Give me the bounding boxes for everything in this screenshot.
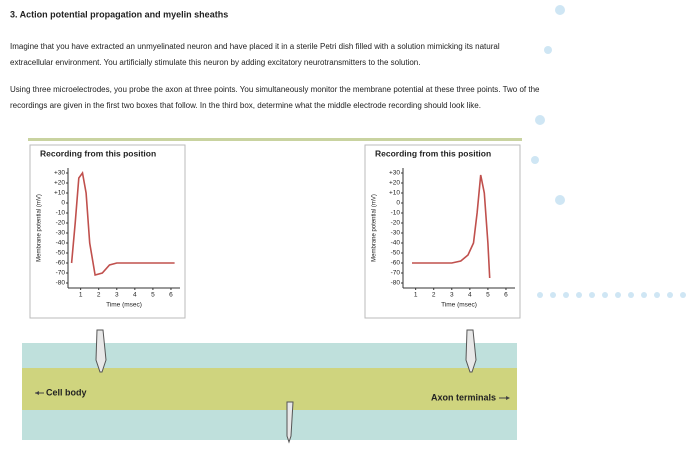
y-tick-label: -50 — [56, 250, 66, 257]
divider — [28, 138, 522, 141]
chart: Recording from this position +30 +20 +10 0 -1… — [364, 144, 521, 319]
x-tick-label: 6 — [169, 292, 173, 299]
y-tick-label: +30 — [389, 170, 400, 177]
y-tick-label: -60 — [391, 260, 401, 267]
x-axis-label: Time (msec) — [106, 302, 142, 309]
y-tick-label: -20 — [391, 220, 401, 227]
x-tick-label: 2 — [97, 292, 101, 299]
paragraph-line: Imagine that you have extracted an unmye… — [10, 42, 500, 51]
x-tick-label: 3 — [450, 292, 454, 299]
paragraph-line: recordings are given in the first two bo… — [10, 101, 481, 110]
decoration — [531, 5, 686, 298]
y-tick-label: -70 — [391, 270, 401, 277]
y-tick-label: -20 — [56, 220, 66, 227]
y-tick-label: +30 — [54, 170, 65, 177]
y-tick-label: -10 — [391, 210, 401, 217]
x-tick-label: 2 — [432, 292, 436, 299]
y-tick-label: +20 — [54, 180, 65, 187]
y-tick-label: +10 — [54, 190, 65, 197]
y-tick-label: -30 — [391, 230, 401, 237]
x-tick-label: 3 — [115, 292, 119, 299]
y-tick-label: +10 — [389, 190, 400, 197]
cell-body-label: Cell body — [46, 387, 87, 397]
y-axis-label: Membrane potential (mV) — [37, 194, 43, 262]
chart-title: Recording from this position — [375, 148, 491, 158]
chart: Recording from this position +30 +20 +10 0 -1… — [29, 144, 186, 319]
x-tick-label: 5 — [151, 292, 155, 299]
y-tick-label: -60 — [56, 260, 66, 267]
paragraph-line: Using three microelectrodes, you probe t… — [10, 85, 540, 94]
y-tick-label: -40 — [391, 240, 401, 247]
y-tick-label: -80 — [56, 280, 66, 287]
y-tick-label: 0 — [396, 200, 400, 207]
extracellular-band — [22, 410, 517, 440]
arrow — [506, 396, 510, 400]
recording-line — [70, 171, 175, 277]
y-tick-label: +20 — [389, 180, 400, 187]
arrow — [35, 391, 39, 395]
y-tick-label: 0 — [61, 200, 65, 207]
axon-terminals-label: Axon terminals — [431, 392, 496, 402]
axon — [22, 368, 517, 410]
x-tick-label: 1 — [79, 292, 83, 299]
recording-line — [412, 174, 491, 279]
y-tick-label: -70 — [56, 270, 66, 277]
x-tick-label: 6 — [504, 292, 508, 299]
chart-frame — [364, 144, 521, 319]
y-tick-label: -50 — [391, 250, 401, 257]
y-tick-label: -30 — [56, 230, 66, 237]
x-axis-label: Time (msec) — [441, 302, 477, 309]
electrode — [95, 329, 477, 444]
y-axis-label: Membrane potential (mV) — [372, 194, 378, 262]
chart-title: Recording from this position — [40, 148, 156, 158]
y-tick-label: -80 — [391, 280, 401, 287]
x-tick-label: 5 — [486, 292, 490, 299]
x-tick-label: 4 — [133, 292, 137, 299]
y-tick-label: -40 — [56, 240, 66, 247]
x-tick-label: 4 — [468, 292, 472, 299]
x-tick-label: 1 — [414, 292, 418, 299]
y-tick-label: -10 — [56, 210, 66, 217]
paragraph-line: extracellular environment. You artificia… — [10, 58, 420, 67]
question-title: 3. Action potential propagation and myel… — [10, 9, 228, 19]
chart-frame — [29, 144, 186, 319]
